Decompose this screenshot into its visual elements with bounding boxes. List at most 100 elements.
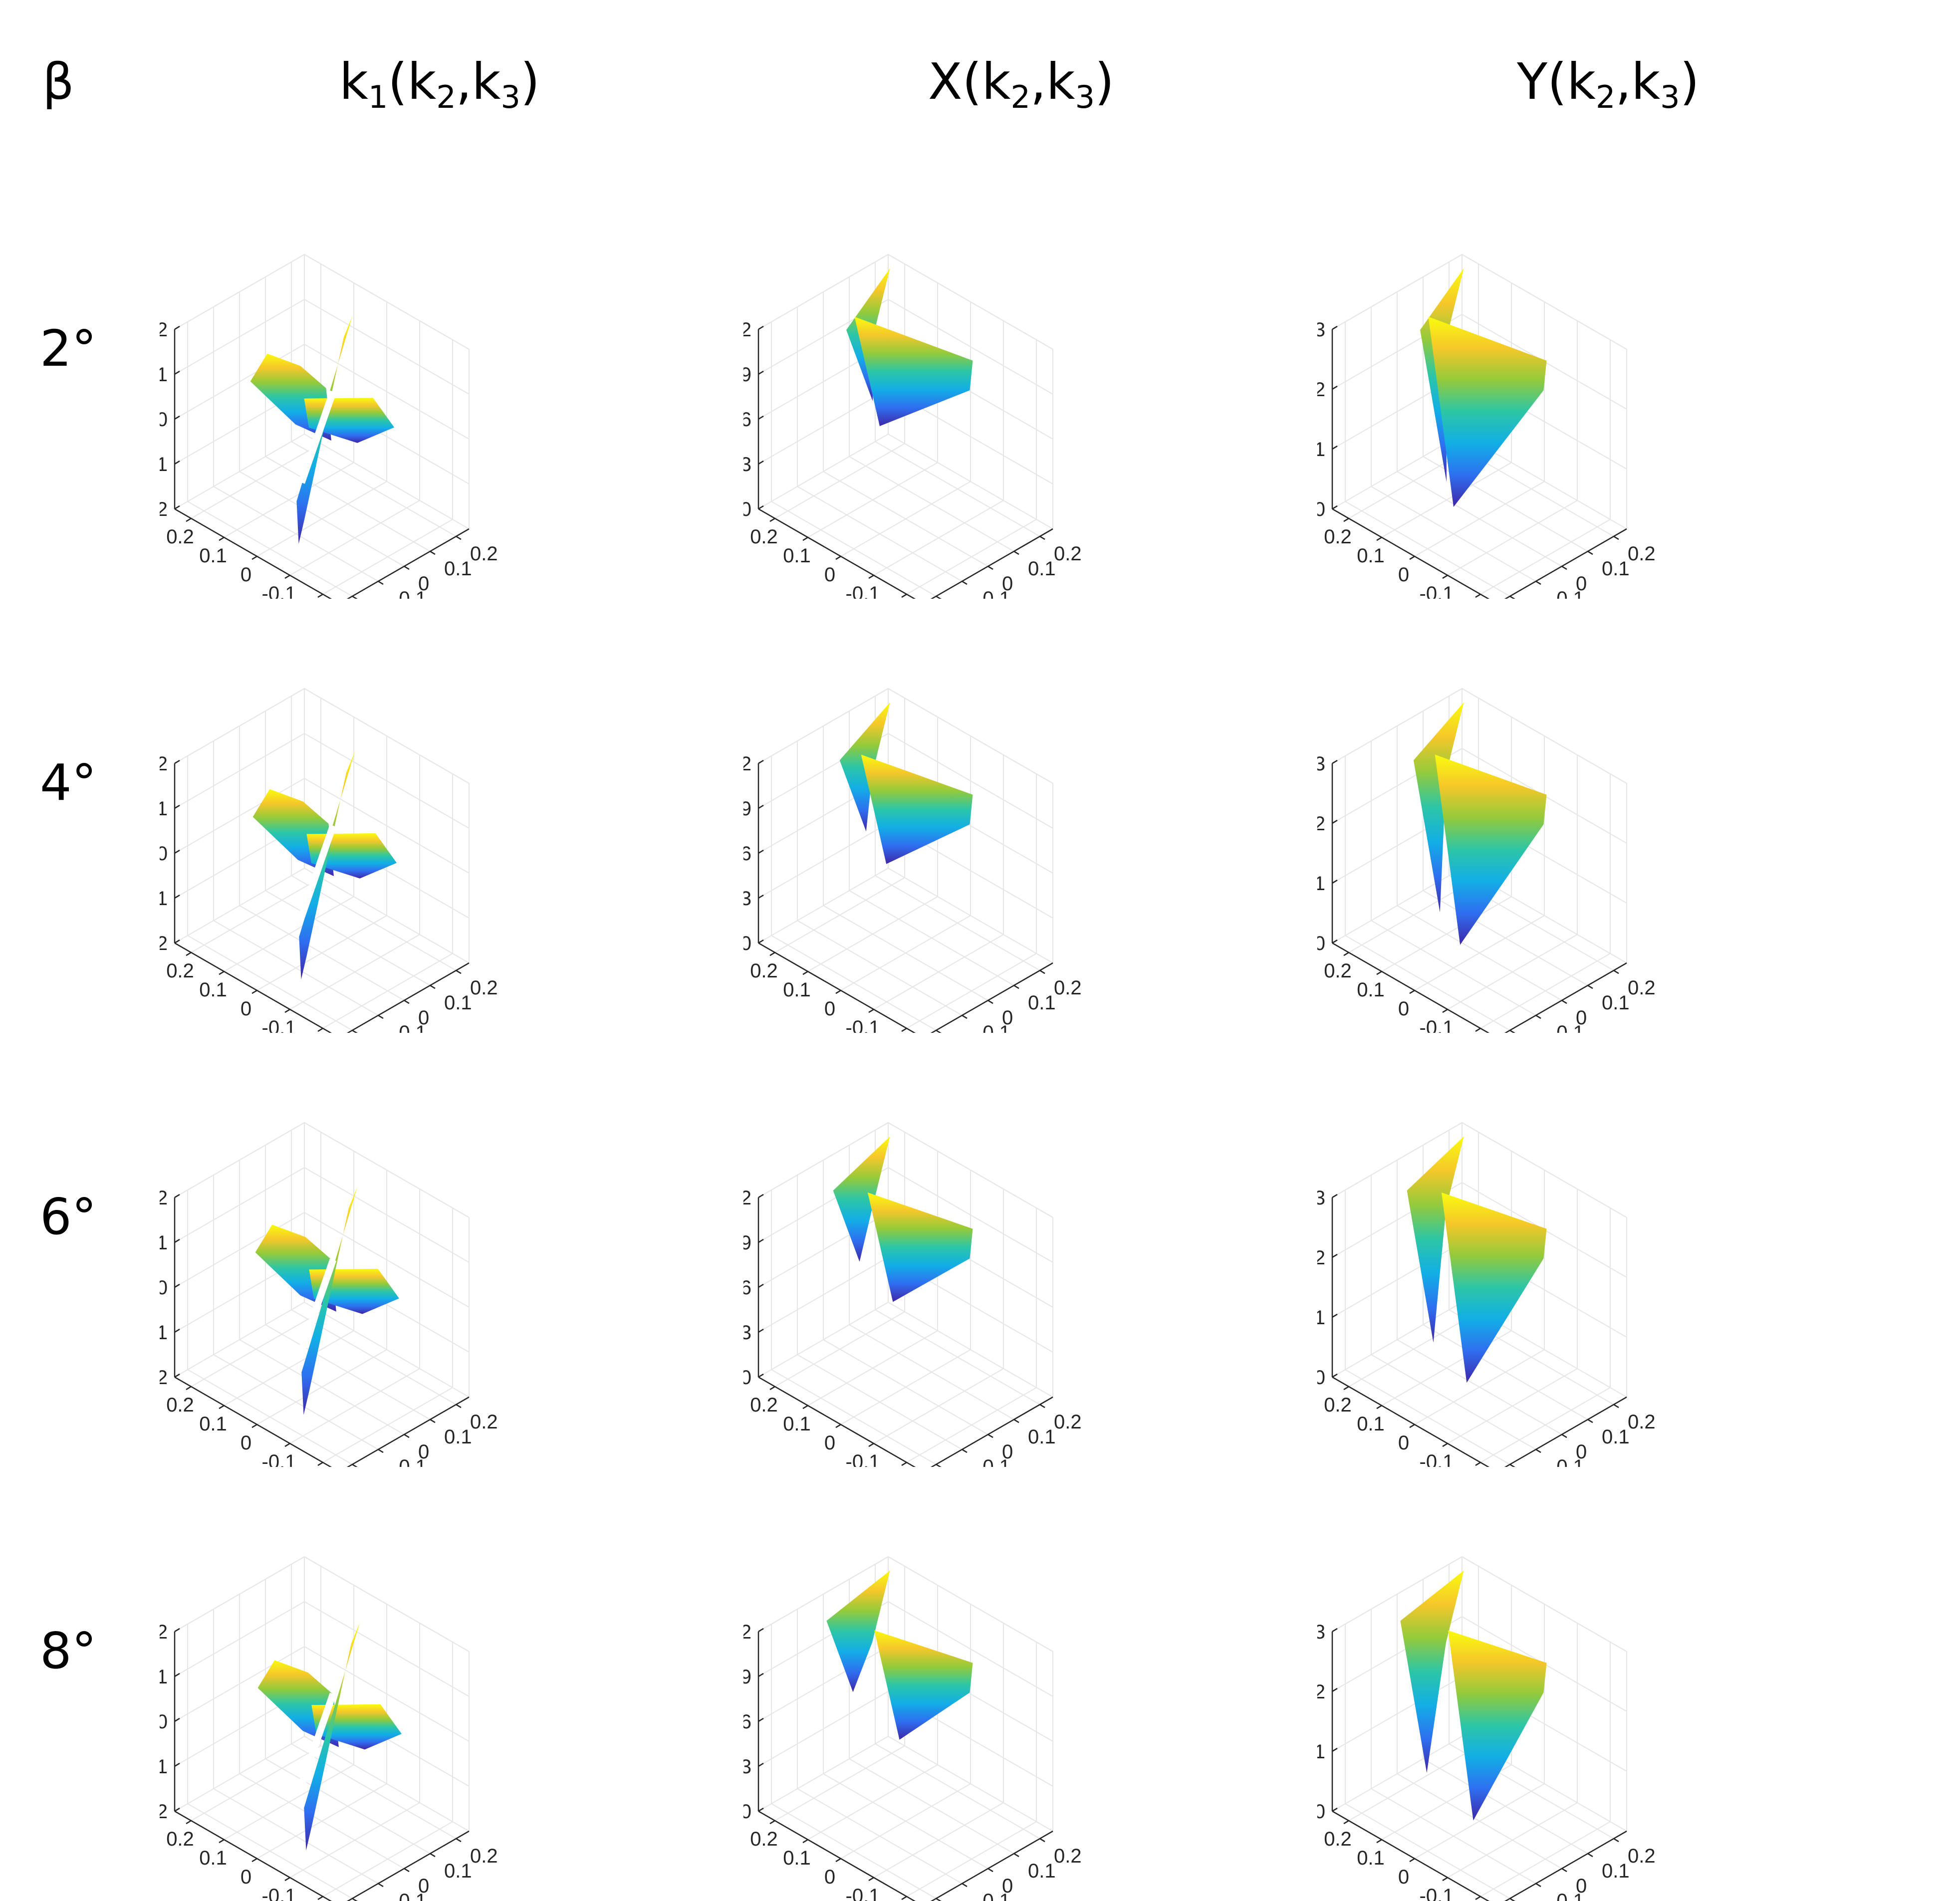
grid-line [840,1783,971,1859]
z-tick-mark [1332,1747,1338,1752]
grid-line [187,501,353,597]
z-tick-label: 0.009 [743,1232,751,1254]
x-tick-label: 0 [824,1866,835,1888]
x-tick-mark [1475,1461,1481,1466]
grid-line [1332,688,1627,784]
y-tick-mark [456,535,462,540]
x-tick-mark [1409,1858,1415,1863]
z-tick-mark [1332,1687,1338,1692]
x-tick-label: 0 [1398,1432,1409,1454]
surface [257,1622,402,1851]
z-tick-label: 0.02 [1317,379,1325,401]
box-edge [888,1122,1053,1218]
grid-line [1332,253,1627,350]
grid-line [174,1167,470,1263]
x-tick-mark [1409,989,1415,994]
y-tick-label: 0.2 [1054,543,1082,565]
surface-plot: 00.010.020.03Y0.20.10-0.1-0.2k3-0.2-0.10… [1317,1122,1656,1467]
z-tick-label: 0.2 [160,319,168,341]
z-tick-label: 0.1 [160,798,168,820]
y-tick-mark [352,1029,358,1033]
z-tick-mark [174,505,180,510]
box-edge [174,254,305,330]
z-tick-mark [758,759,764,764]
y-tick-mark [1561,1868,1567,1873]
x-tick-mark [1343,951,1349,956]
grid-line [873,1368,1004,1444]
surface-plot: -0.2-0.100.10.2k10.20.10-0.1-0.2k3-0.2-0… [160,1122,498,1467]
x-tick-mark [835,1424,841,1428]
surface-panel: -0.2-0.100.10.2k10.20.10-0.1-0.2k3-0.2-0… [160,1018,659,1467]
grid-line [1345,1369,1510,1465]
grid-line [174,1601,470,1697]
y-tick-mark [962,1448,968,1453]
y-tick-label: -0.1 [1550,1022,1584,1033]
surface-patch [1407,1136,1464,1343]
x-tick-label: 0.1 [1357,979,1385,1001]
y-tick-label: -0.1 [976,588,1010,599]
box-edge [1332,254,1463,330]
box-edge [1462,254,1627,350]
z-tick-label: 0.012 [743,1187,751,1209]
z-tick-mark [758,1238,764,1243]
grid-line [174,688,470,784]
x-tick-label: 0.2 [1324,1394,1352,1416]
header-text: X(k [928,52,1011,111]
surface-panel: -0.2-0.100.10.2k10.20.10-0.1-0.2k3-0.2-0… [160,1452,659,1901]
x-tick-mark [251,1858,257,1863]
z-tick-mark [1332,445,1338,450]
grid-line [758,1556,1053,1652]
y-tick-label: -0.1 [976,1022,1010,1033]
y-tick-mark [456,1404,462,1409]
surface [839,702,973,864]
grid-line [1345,935,1510,1031]
y-tick-mark [352,1463,358,1467]
z-tick-mark [758,505,764,510]
x-tick-label: 0.2 [1324,960,1352,982]
x-tick-mark [835,989,841,994]
z-tick-label: 0.1 [160,1666,168,1688]
x-tick-label: 0.2 [166,960,194,982]
y-tick-mark [1509,595,1515,599]
y-tick-label: 0.1 [1602,558,1630,580]
grid-line [322,519,453,595]
y-tick-label: -0.1 [392,588,427,599]
surface [826,1570,973,1740]
y-tick-label: 0 [1002,1875,1013,1897]
z-tick-mark [758,1628,764,1633]
z-tick-mark [758,325,764,330]
x-tick-mark [802,970,808,975]
grid-line [906,1387,1037,1463]
x-tick-label: 0.1 [783,545,811,567]
header-subscript: 1 [368,79,388,115]
z-tick-mark [758,370,764,375]
grid-line [758,253,1053,350]
row-label-beta: 6° [40,1188,97,1246]
z-tick-label: 0.02 [1317,1247,1325,1269]
z-tick-mark [1332,325,1338,330]
y-tick-mark [1535,1014,1541,1019]
x-tick-mark [1442,1008,1448,1013]
y-tick-mark [962,1883,968,1888]
grid-line [840,481,971,557]
z-tick-label: 0.01 [1317,1307,1325,1329]
grid-line [758,688,1053,784]
x-tick-mark [317,1896,323,1901]
x-tick-mark [1409,555,1415,560]
box-edge [888,688,1053,784]
surface [250,315,394,544]
y-tick-label: 0.2 [1628,1845,1656,1867]
header-text: k [339,52,368,111]
surface [1413,702,1547,945]
x-tick-label: 0.2 [750,1828,778,1850]
grid-line [256,915,387,991]
x-tick-label: 0.1 [783,1413,811,1435]
x-tick-mark [802,536,808,541]
x-tick-label: -0.1 [1420,1885,1454,1901]
surface-gap [298,1692,337,1786]
z-tick-label: 0.006 [743,1277,751,1299]
x-tick-label: 0.1 [1357,1847,1385,1869]
x-tick-label: -0.1 [846,583,880,599]
z-tick-label: 0.006 [743,843,751,865]
surface-panel: 00.010.020.03Y0.20.10-0.1-0.2k3-0.2-0.10… [1317,1018,1816,1467]
